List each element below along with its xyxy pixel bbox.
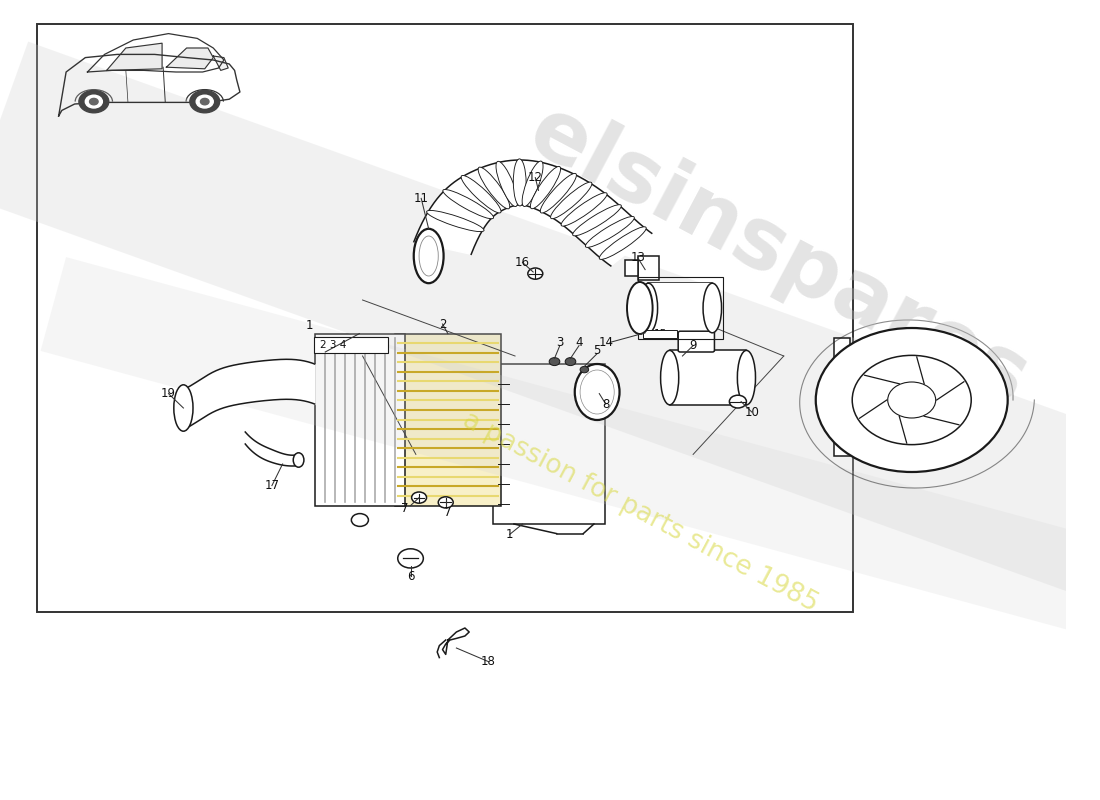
Text: 15: 15 xyxy=(653,330,667,339)
Text: 19: 19 xyxy=(161,387,176,400)
Circle shape xyxy=(580,366,588,373)
Polygon shape xyxy=(166,48,213,69)
Ellipse shape xyxy=(585,217,635,247)
Ellipse shape xyxy=(661,350,679,405)
FancyBboxPatch shape xyxy=(37,24,854,612)
Polygon shape xyxy=(58,54,240,116)
Text: 11: 11 xyxy=(414,192,429,205)
Circle shape xyxy=(86,95,102,108)
Circle shape xyxy=(398,549,424,568)
Ellipse shape xyxy=(294,453,304,467)
Text: 14: 14 xyxy=(598,336,613,349)
Text: 13: 13 xyxy=(630,251,645,264)
Ellipse shape xyxy=(522,161,543,206)
Circle shape xyxy=(816,328,1008,472)
Circle shape xyxy=(79,90,109,113)
Text: 12: 12 xyxy=(528,171,542,184)
Circle shape xyxy=(196,95,213,108)
Ellipse shape xyxy=(419,236,438,276)
Text: 2 3 4: 2 3 4 xyxy=(320,340,346,350)
Circle shape xyxy=(528,268,542,279)
Polygon shape xyxy=(87,34,224,72)
Circle shape xyxy=(729,395,747,408)
Circle shape xyxy=(438,497,453,508)
FancyBboxPatch shape xyxy=(670,350,747,405)
FancyBboxPatch shape xyxy=(638,256,659,280)
Text: 5: 5 xyxy=(594,344,601,357)
FancyBboxPatch shape xyxy=(395,334,502,506)
FancyBboxPatch shape xyxy=(314,337,388,353)
Ellipse shape xyxy=(703,283,722,333)
Ellipse shape xyxy=(575,364,619,420)
Text: 10: 10 xyxy=(745,406,759,418)
Ellipse shape xyxy=(414,229,443,283)
Text: elsinspares: elsinspares xyxy=(515,90,1043,422)
Ellipse shape xyxy=(551,182,592,218)
Ellipse shape xyxy=(600,226,646,259)
Ellipse shape xyxy=(496,162,518,206)
Ellipse shape xyxy=(478,167,509,209)
Ellipse shape xyxy=(514,159,526,206)
Ellipse shape xyxy=(530,166,561,209)
Ellipse shape xyxy=(461,175,500,213)
Ellipse shape xyxy=(639,283,658,333)
Ellipse shape xyxy=(580,370,614,414)
Circle shape xyxy=(351,514,369,526)
FancyBboxPatch shape xyxy=(315,334,405,506)
Text: 9: 9 xyxy=(690,339,697,352)
Text: 3: 3 xyxy=(557,336,563,349)
Polygon shape xyxy=(442,628,470,654)
Polygon shape xyxy=(107,43,162,70)
FancyBboxPatch shape xyxy=(648,283,713,333)
Text: 2: 2 xyxy=(439,318,447,330)
Circle shape xyxy=(190,90,220,113)
Circle shape xyxy=(549,358,560,366)
Text: 7: 7 xyxy=(402,502,409,514)
Polygon shape xyxy=(213,56,228,70)
Circle shape xyxy=(89,98,98,105)
Ellipse shape xyxy=(627,282,652,334)
Text: a passion for parts since 1985: a passion for parts since 1985 xyxy=(458,407,822,617)
FancyBboxPatch shape xyxy=(493,364,605,524)
Text: 8: 8 xyxy=(602,398,609,410)
Text: 7: 7 xyxy=(444,506,452,518)
Ellipse shape xyxy=(561,193,607,226)
FancyBboxPatch shape xyxy=(834,338,850,456)
Text: 6: 6 xyxy=(407,570,415,582)
FancyBboxPatch shape xyxy=(679,331,714,352)
Ellipse shape xyxy=(443,190,494,218)
FancyBboxPatch shape xyxy=(644,330,678,338)
Circle shape xyxy=(200,98,209,105)
Text: 16: 16 xyxy=(515,256,530,269)
Ellipse shape xyxy=(540,174,576,213)
Text: 18: 18 xyxy=(481,655,496,668)
Ellipse shape xyxy=(573,205,622,236)
Ellipse shape xyxy=(737,350,756,405)
Circle shape xyxy=(888,382,936,418)
FancyBboxPatch shape xyxy=(625,260,638,276)
Circle shape xyxy=(852,355,971,445)
Ellipse shape xyxy=(427,210,484,232)
Ellipse shape xyxy=(174,385,192,431)
Text: 4: 4 xyxy=(575,336,583,349)
Text: 1: 1 xyxy=(306,319,313,332)
Circle shape xyxy=(411,492,427,503)
Polygon shape xyxy=(414,160,651,266)
Text: 1: 1 xyxy=(506,528,514,541)
Text: 17: 17 xyxy=(264,479,279,492)
Circle shape xyxy=(565,358,575,366)
